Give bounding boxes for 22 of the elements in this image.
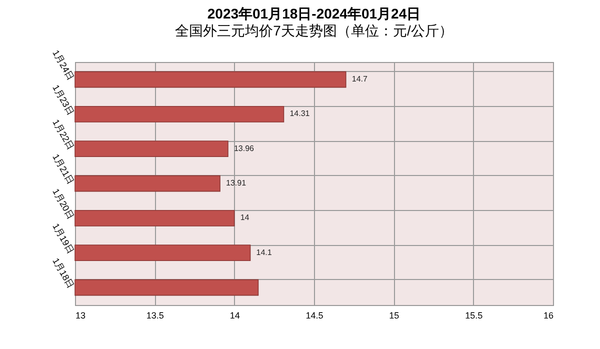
y-tick-label: 1月24日 xyxy=(50,48,76,82)
y-tick-label: 1月20日 xyxy=(50,187,76,221)
y-tick-label: 1月23日 xyxy=(50,83,76,117)
data-label: 14.7 xyxy=(352,74,368,84)
y-tick-label: 1月21日 xyxy=(50,152,76,186)
y-tick-label: 1月19日 xyxy=(50,222,76,256)
chart-title: 2023年01月18日-2024年01月24日 xyxy=(207,5,421,22)
x-tick-label: 13.5 xyxy=(146,310,164,320)
x-tick-label: 14 xyxy=(230,310,240,320)
data-label: 14.31 xyxy=(290,109,310,118)
data-label: 13.91 xyxy=(226,178,247,188)
x-tick-label: 13 xyxy=(76,310,86,320)
x-tick-label: 16 xyxy=(543,310,554,320)
data-label: 14.1 xyxy=(256,248,272,257)
data-label: 13.96 xyxy=(234,144,255,153)
chart-subtitle: 全国外三元均价7天走势图（单位：元/公斤） xyxy=(175,22,453,38)
x-tick-label: 14.5 xyxy=(306,310,324,320)
data-label: 14 xyxy=(240,213,250,222)
x-tick-label: 15.5 xyxy=(465,310,483,320)
x-tick-label: 15 xyxy=(389,310,400,320)
y-tick-label: 1月22日 xyxy=(50,118,76,152)
y-tick-label: 1月18日 xyxy=(50,256,76,290)
